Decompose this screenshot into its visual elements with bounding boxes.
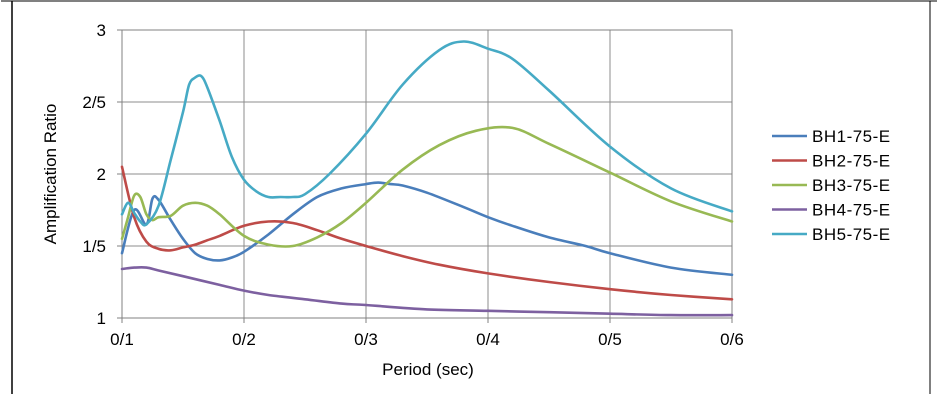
y-tick-label-0: 1 bbox=[97, 309, 106, 328]
x-tick-label-3: 0/4 bbox=[476, 330, 500, 349]
legend-label-1: BH2-75-E bbox=[812, 152, 891, 171]
x-tick-label-1: 0/2 bbox=[232, 330, 256, 349]
x-tick-label-0: 0/1 bbox=[110, 330, 134, 349]
x-tick-label-4: 0/5 bbox=[598, 330, 622, 349]
series-line-bh2-75-e bbox=[120, 165, 734, 301]
legend-label-2: BH3-75-E bbox=[812, 176, 891, 195]
legend-label-0: BH1-75-E bbox=[812, 127, 891, 146]
x-axis-title: Period (sec) bbox=[382, 360, 474, 379]
legend: BH1-75-E BH2-75-E BH3-75-E BH4-75-E BH5-75-E bbox=[772, 127, 891, 244]
legend-label-4: BH5-75-E bbox=[812, 225, 891, 244]
series-layer bbox=[120, 40, 734, 317]
series-line-bh1-75-e bbox=[120, 181, 734, 277]
tick-labels: 0/1 0/2 0/3 0/4 0/5 0/6 1 1/5 2 2/5 3 bbox=[82, 21, 743, 349]
y-tick-label-1: 1/5 bbox=[82, 237, 106, 256]
x-tick-label-5: 0/6 bbox=[720, 330, 744, 349]
x-tick-label-2: 0/3 bbox=[354, 330, 378, 349]
y-tick-label-2: 2 bbox=[97, 165, 106, 184]
y-tick-label-3: 2/5 bbox=[82, 93, 106, 112]
series-line-bh5-75-e bbox=[120, 40, 734, 227]
y-tick-label-4: 3 bbox=[97, 21, 106, 40]
grid bbox=[121, 29, 733, 319]
series-line-bh4-75-e bbox=[120, 266, 734, 317]
legend-label-3: BH4-75-E bbox=[812, 201, 891, 220]
series-line-bh3-75-e bbox=[120, 125, 734, 248]
y-axis-title: Amplification Ratio bbox=[41, 104, 60, 245]
